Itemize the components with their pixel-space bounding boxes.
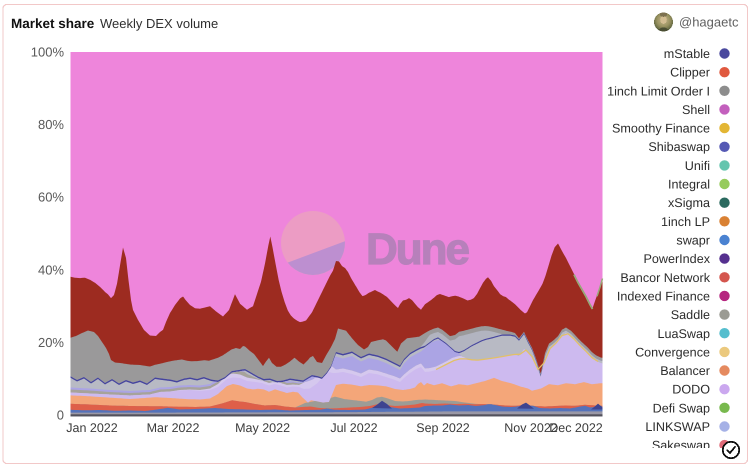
svg-text:0: 0 <box>57 408 64 423</box>
svg-text:Balancer: Balancer <box>660 364 710 378</box>
svg-text:May 2022: May 2022 <box>235 421 290 435</box>
svg-text:Shibaswap: Shibaswap <box>648 140 710 154</box>
svg-text:60%: 60% <box>38 190 64 205</box>
svg-text:Clipper: Clipper <box>670 66 710 80</box>
svg-text:mStable: mStable <box>664 47 710 61</box>
svg-text:Mar 2022: Mar 2022 <box>147 421 200 435</box>
svg-text:Shell: Shell <box>682 103 710 117</box>
svg-text:Saddle: Saddle <box>671 308 710 322</box>
svg-text:Convergence: Convergence <box>635 345 710 359</box>
svg-text:Sep 2022: Sep 2022 <box>416 421 470 435</box>
svg-text:swapr: swapr <box>676 234 710 248</box>
svg-text:1inch LP: 1inch LP <box>661 215 710 229</box>
svg-text:Dec 2022: Dec 2022 <box>549 421 603 435</box>
svg-text:1inch Limit Order I: 1inch Limit Order I <box>607 84 710 98</box>
svg-text:Defi Swap: Defi Swap <box>653 401 710 415</box>
svg-text:xSigma: xSigma <box>668 196 710 210</box>
svg-text:@hagaetc: @hagaetc <box>679 15 739 30</box>
svg-text:PowerIndex: PowerIndex <box>643 252 710 266</box>
svg-text:100%: 100% <box>31 45 65 60</box>
svg-text:20%: 20% <box>38 335 64 350</box>
svg-text:Integral: Integral <box>668 178 710 192</box>
svg-text:Indexed Finance: Indexed Finance <box>617 289 710 303</box>
svg-text:Sakeswap: Sakeswap <box>652 439 710 453</box>
svg-text:40%: 40% <box>38 262 64 277</box>
svg-text:Smoothy Finance: Smoothy Finance <box>612 122 710 136</box>
svg-text:Weekly DEX volume: Weekly DEX volume <box>100 16 218 31</box>
svg-text:Jan 2022: Jan 2022 <box>66 421 117 435</box>
svg-text:LuaSwap: LuaSwap <box>657 327 710 341</box>
svg-text:Bancor Network: Bancor Network <box>620 271 710 285</box>
svg-text:Unifi: Unifi <box>685 159 710 173</box>
svg-text:Jul 2022: Jul 2022 <box>330 421 377 435</box>
svg-text:Market share: Market share <box>11 16 95 31</box>
svg-text:Dune: Dune <box>366 225 469 274</box>
svg-text:DODO: DODO <box>672 383 710 397</box>
svg-text:80%: 80% <box>38 117 64 132</box>
svg-text:LINKSWAP: LINKSWAP <box>645 420 710 434</box>
svg-text:Nov 2022: Nov 2022 <box>504 421 558 435</box>
